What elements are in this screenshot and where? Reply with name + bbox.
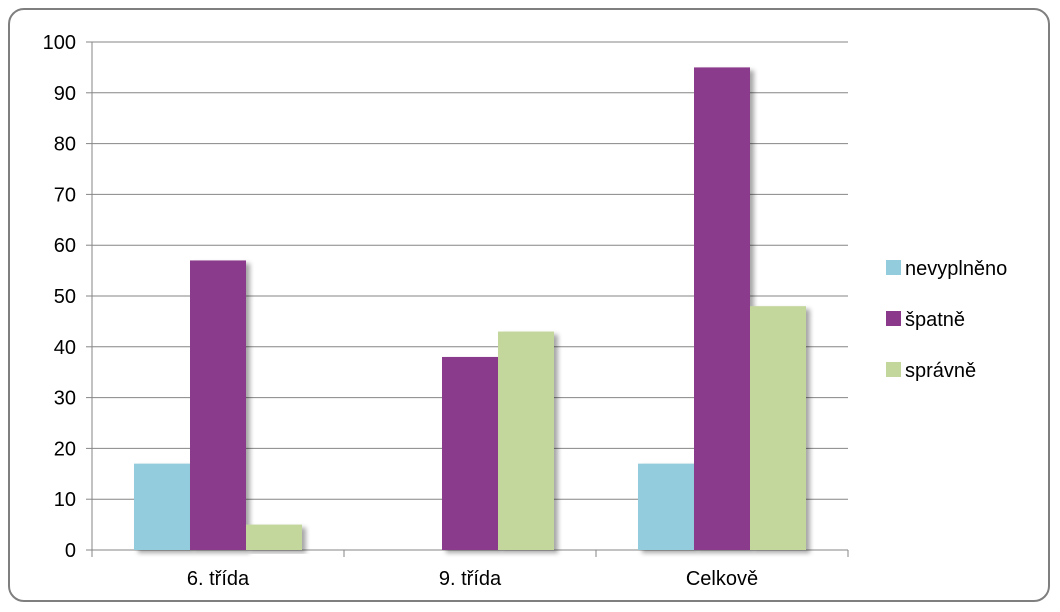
y-tick-label: 50 (54, 286, 76, 308)
y-tick-label: 40 (54, 337, 76, 359)
legend-swatch (886, 260, 901, 275)
bar (246, 524, 302, 550)
legend-swatch (886, 362, 901, 377)
bar (190, 260, 246, 550)
bar (750, 306, 806, 550)
y-tick-label: 30 (54, 388, 76, 410)
x-tick-label: Celkově (686, 568, 758, 590)
legend-label: nevyplněno (905, 258, 1007, 280)
bar (638, 463, 694, 550)
y-tick-label: 0 (65, 540, 76, 562)
y-tick-label: 100 (43, 32, 76, 54)
x-tick-label: 9. třída (439, 568, 502, 590)
legend: nevyplněno špatně správně (886, 258, 1007, 382)
bar (134, 463, 190, 550)
y-tick-label: 20 (54, 438, 76, 460)
y-tick-label: 90 (54, 83, 76, 105)
legend-label: špatně (905, 309, 965, 331)
y-tick-label: 70 (54, 184, 76, 206)
y-tick-label: 80 (54, 134, 76, 156)
bar (498, 331, 554, 550)
legend-label: správně (905, 360, 976, 382)
y-tick-label: 10 (54, 489, 76, 511)
legend-swatch (886, 311, 901, 326)
y-tick-label: 60 (54, 235, 76, 257)
bars (134, 67, 806, 551)
bar (442, 356, 498, 550)
x-tick-label: 6. třída (187, 568, 250, 590)
tick-labels: 0 10 20 30 40 50 60 70 80 90 100 6. třída 9. třída Ce… (43, 32, 759, 590)
bar (694, 67, 750, 551)
